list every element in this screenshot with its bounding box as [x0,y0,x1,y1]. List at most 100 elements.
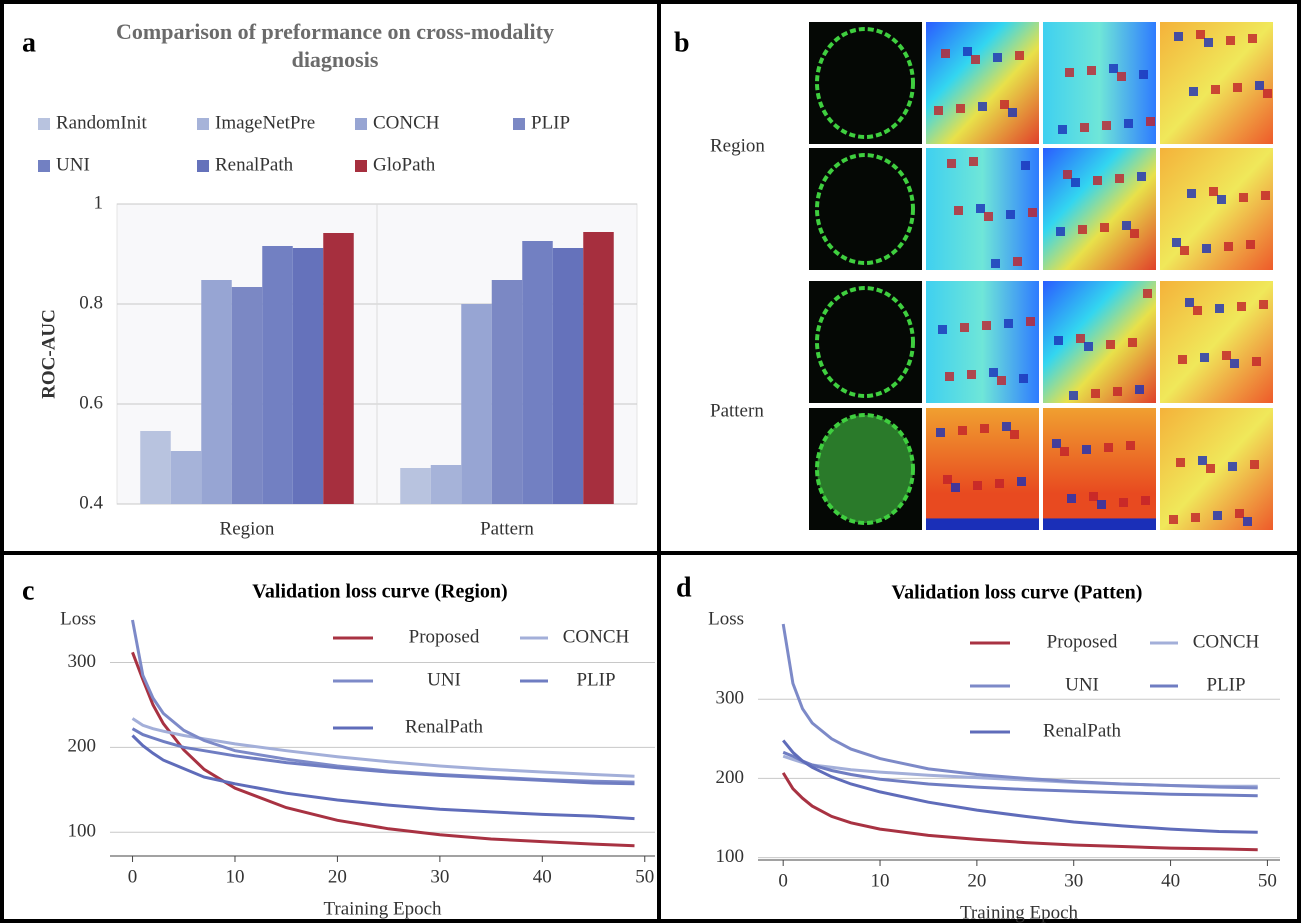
heatmap-cell [960,323,969,332]
heatmap-cell [1097,500,1106,509]
heatmap-cell [963,47,972,56]
heatmap-cell [1178,355,1187,364]
heatmap-cell [984,212,993,221]
heatmap-cell [1091,389,1100,398]
heatmap-cell [958,426,967,435]
bar [522,241,553,504]
line [783,756,1257,786]
heatmap-cell [1169,515,1178,524]
legend-swatch [38,118,50,130]
heatmap-cell [1246,240,1255,249]
heatmap-cell [934,106,943,115]
x-tick-label: 50 [635,866,654,887]
heatmap-cell [938,325,947,334]
line [133,652,635,846]
heatmap-cell [1228,462,1237,471]
heatmap-cell [1185,298,1194,307]
legend-label: PLIP [576,669,615,690]
image-tile [809,22,922,144]
x-tick-label: 40 [1161,870,1180,891]
y-tick-label: 1 [94,192,104,213]
heatmap-cell [1263,89,1272,98]
legend-label: PLIP [531,112,570,133]
heatmap-cell [1252,357,1261,366]
panel-label: d [676,572,692,603]
heatmap-cell [1200,353,1209,362]
x-tick-label: 10 [871,870,890,891]
heatmap-cell [1143,289,1152,298]
heatmap-cell [973,481,982,490]
heatmap-cell [1056,227,1065,236]
heatmap-cell [954,206,963,215]
y-tick-label: 0.4 [79,492,103,513]
heatmap-cell [1002,422,1011,431]
x-tick-label: Region [220,518,275,539]
heatmap-cell [1019,374,1028,383]
heatmap-cell [1080,123,1089,132]
heatmap-cell [1204,38,1213,47]
x-tick-label: 40 [533,866,552,887]
bar [262,246,293,504]
y-tick-label: 300 [68,651,97,672]
bar [171,451,202,504]
heatmap-cell [1008,108,1017,117]
legend-label: CONCH [563,626,630,647]
x-tick-label: 0 [128,866,138,887]
heatmap-cell [1174,32,1183,41]
heatmap-cell [1026,317,1035,326]
heatmap-cell [945,372,954,381]
heatmap-cell [1069,391,1078,400]
heatmap-cell [951,483,960,492]
heatmap-cell [1226,36,1235,45]
heatmap-cell [1006,210,1015,219]
heatmap-cell [1004,319,1013,328]
heatmap-cell [1130,229,1139,238]
heatmap-cell [1013,257,1022,266]
heatmap-cell [1248,34,1257,43]
panel-label: c [22,575,34,606]
heatmap-cell [1239,193,1248,202]
heatmap-cell [971,55,980,64]
bar [232,287,263,504]
heatmap-cell [1176,458,1185,467]
heatmap-cell [1000,100,1009,109]
y-tick-label: 200 [716,767,745,788]
x-tick-label: 50 [1258,870,1277,891]
heatmap-cell [1230,359,1239,368]
heatmap-tile [926,22,1039,144]
legend-swatch [197,160,209,172]
heatmap-cell [1191,513,1200,522]
heatmap-cell [969,157,978,166]
legend-label: RenalPath [405,716,484,737]
heatmap-cell [1206,464,1215,473]
heatmap-cell [1065,68,1074,77]
chart-title: Comparison of preformance on cross-modal… [110,18,560,74]
heatmap-cell [1135,385,1144,394]
heatmap-cell [1117,72,1126,81]
legend-swatch [197,118,209,130]
line [133,729,635,784]
bar [492,280,523,504]
legend-label: Proposed [1047,631,1118,652]
heatmap-cell [997,376,1006,385]
heatmap-cell [1078,225,1087,234]
heatmap-cell [1028,208,1037,217]
bar [583,232,614,504]
heatmap-cell [1233,83,1242,92]
row-label: Region [710,135,765,156]
heatmap-cell [1124,119,1133,128]
image-tile [809,281,922,403]
heatmap-cell [1015,51,1024,60]
heatmap-cell [1060,447,1069,456]
x-axis-label: Training Epoch [960,902,1079,923]
chart-title: Validation loss curve (Region) [252,581,507,603]
legend-label: PLIP [1206,674,1245,695]
legend-label: RenalPath [215,154,294,175]
bar [400,468,431,504]
heatmap-cell [1115,174,1124,183]
x-tick-label: 10 [225,866,244,887]
bar [553,248,584,504]
heatmap-cell [1017,477,1026,486]
y-tick-label: 100 [68,821,97,842]
row-label: Pattern [710,400,764,421]
